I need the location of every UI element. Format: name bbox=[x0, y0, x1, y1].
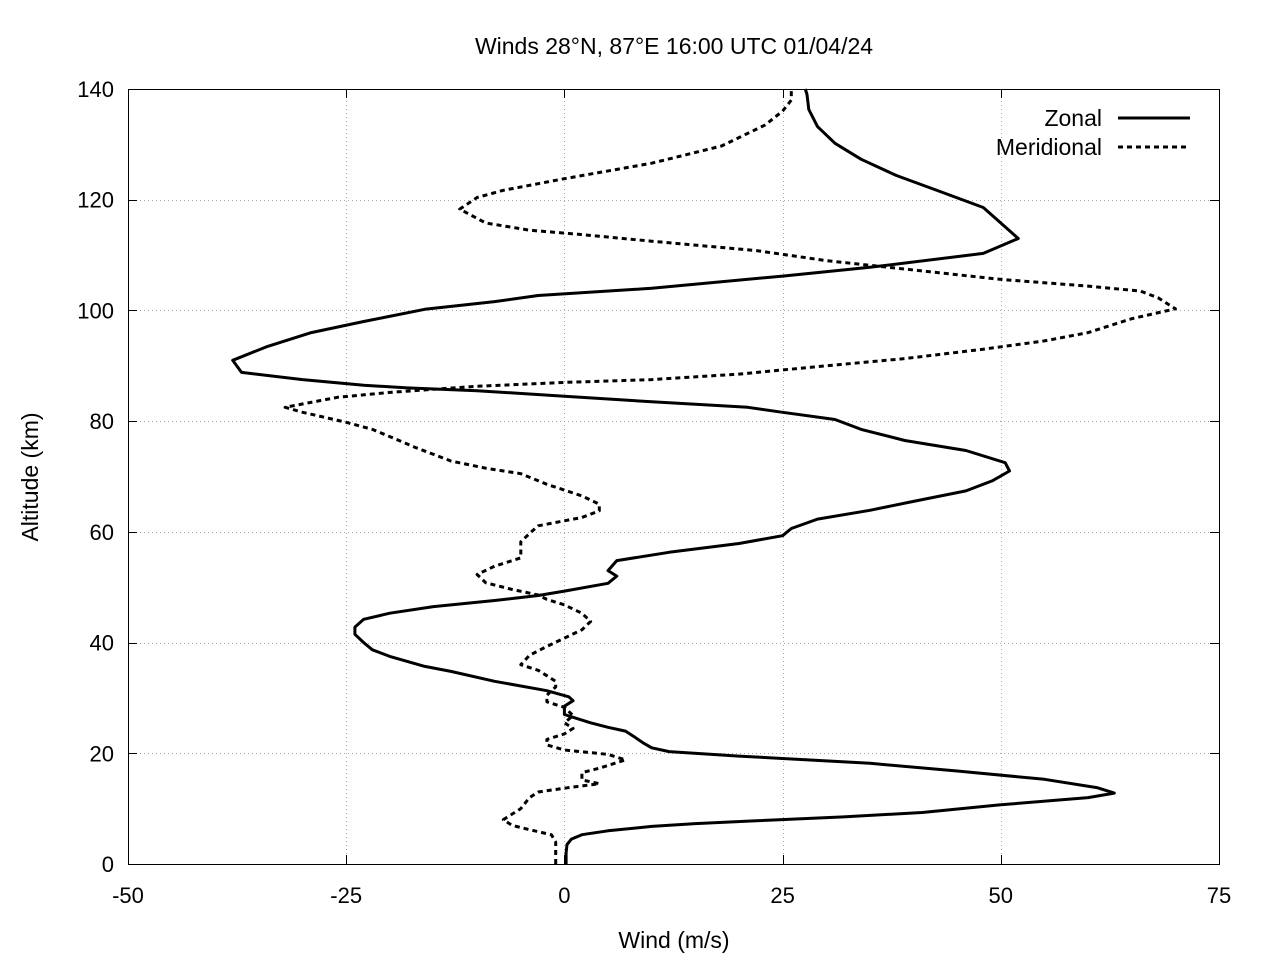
zonal-series-line bbox=[231, 88, 1116, 864]
legend: Zonal Meridional bbox=[996, 105, 1190, 160]
chart-title: Winds 28°N, 87°E 16:00 UTC 01/04/24 bbox=[475, 33, 873, 59]
y-tick-label: 100 bbox=[77, 298, 114, 323]
meridional-series-line bbox=[283, 89, 1177, 864]
y-tick-labels: 0 20 40 60 80 100 120 140 bbox=[77, 77, 114, 877]
y-axis-title: Altitude (km) bbox=[17, 412, 43, 541]
legend-label-zonal: Zonal bbox=[1044, 105, 1102, 131]
axis-ticks bbox=[128, 89, 1220, 865]
plot-frame bbox=[128, 89, 1220, 865]
x-tick-label: -25 bbox=[330, 883, 362, 908]
x-axis-title: Wind (m/s) bbox=[618, 927, 729, 953]
y-tick-label: 60 bbox=[90, 520, 114, 545]
legend-label-meridional: Meridional bbox=[996, 134, 1102, 160]
x-tick-labels: -50 -25 0 25 50 75 bbox=[112, 883, 1231, 908]
x-tick-label: 75 bbox=[1207, 883, 1231, 908]
x-tick-label: 50 bbox=[989, 883, 1013, 908]
y-tick-label: 40 bbox=[90, 631, 114, 656]
y-tick-label: 80 bbox=[90, 409, 114, 434]
grid bbox=[128, 89, 1219, 864]
y-tick-label: 140 bbox=[77, 77, 114, 102]
x-tick-label: -50 bbox=[112, 883, 144, 908]
series-group bbox=[231, 88, 1177, 864]
x-tick-label: 0 bbox=[558, 883, 570, 908]
x-tick-label: 25 bbox=[770, 883, 794, 908]
y-tick-label: 20 bbox=[90, 741, 114, 766]
y-tick-label: 0 bbox=[102, 852, 114, 877]
y-tick-label: 120 bbox=[77, 188, 114, 213]
